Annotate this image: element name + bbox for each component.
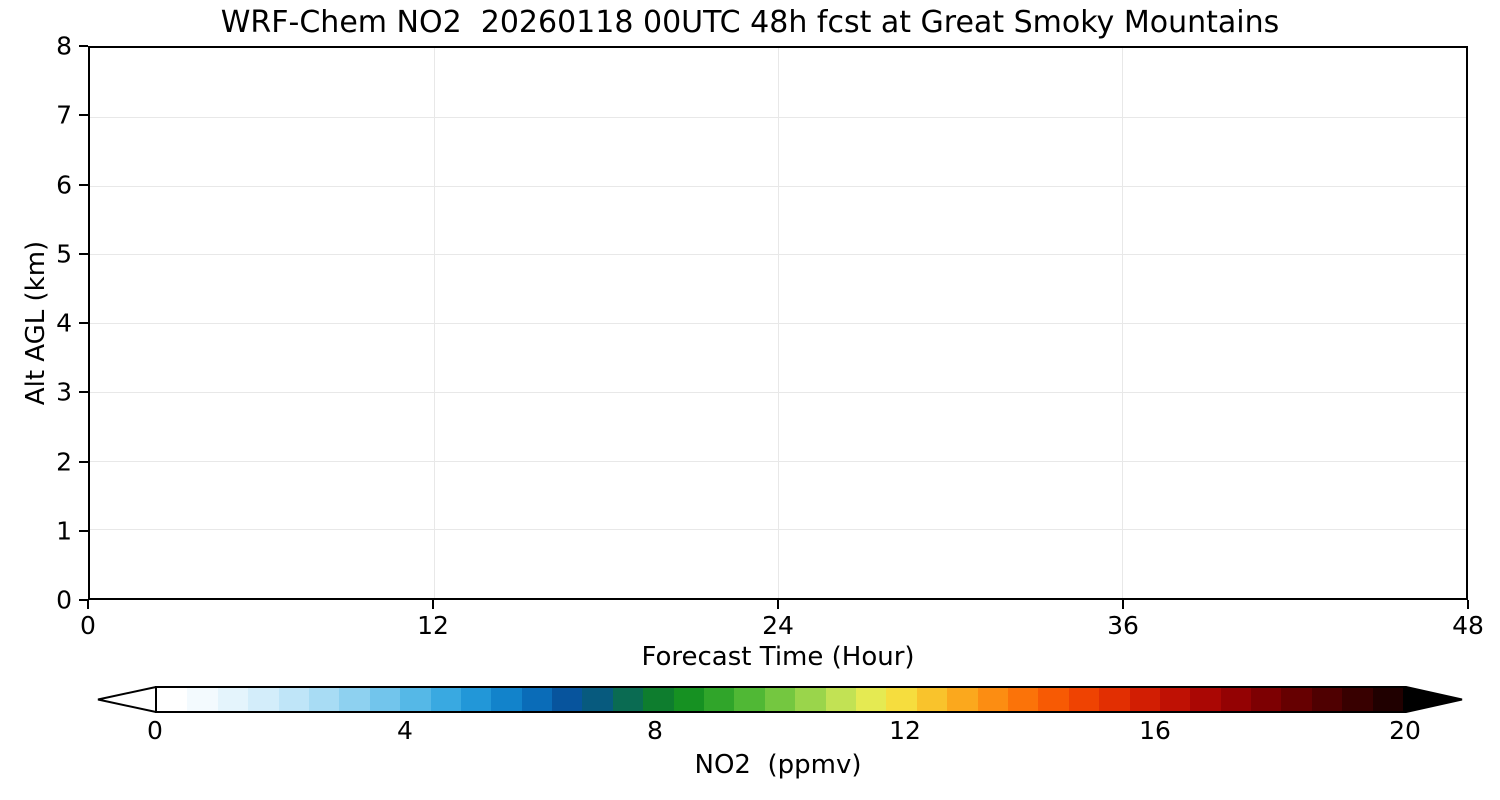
colorbar-extend-left-shape (97, 686, 157, 713)
colorbar-bar (155, 686, 1405, 713)
colorbar-segment (1068, 688, 1100, 711)
x-axis-tick-label: 48 (1452, 611, 1484, 640)
colorbar-segment (643, 688, 674, 711)
y-axis-tick (79, 460, 88, 463)
colorbar-segment (764, 688, 796, 711)
colorbar-segment (1372, 688, 1404, 711)
x-axis-tick (432, 600, 434, 609)
y-axis-tick-label: 6 (56, 170, 72, 199)
colorbar-segment (1129, 688, 1160, 711)
colorbar-segment (460, 688, 492, 711)
colorbar-segment (1342, 688, 1373, 711)
x-axis-tick (777, 600, 779, 609)
y-axis-tick-label: 8 (56, 31, 72, 61)
colorbar-segment (400, 688, 431, 711)
colorbar-segment (157, 688, 188, 711)
y-axis-tick-label: 3 (56, 377, 72, 407)
x-axis-tick (1467, 600, 1469, 609)
colorbar-extend-left-arrow (97, 686, 157, 713)
y-axis-tick (79, 599, 88, 601)
x-axis-tick (87, 600, 89, 609)
colorbar-segment (825, 688, 856, 711)
colorbar-segment (1007, 688, 1039, 711)
x-axis-tick-label: 0 (80, 611, 96, 640)
colorbar-segment (886, 688, 917, 711)
chart-title: WRF-Chem NO2 20260118 00UTC 48h fcst at … (220, 5, 1280, 40)
colorbar-segment (1190, 688, 1221, 711)
colorbar-segment (977, 688, 1008, 711)
colorbar-segment (704, 688, 735, 711)
x-axis-label: Forecast Time (Hour) (641, 642, 915, 672)
colorbar-segment (1220, 688, 1252, 711)
colorbar-segment (947, 688, 978, 711)
y-axis-tick (79, 529, 88, 532)
colorbar-segment (369, 688, 401, 711)
y-axis-tick (79, 183, 88, 186)
colorbar-segment (491, 688, 522, 711)
colorbar-segment (612, 688, 644, 711)
colorbar-segment (339, 688, 370, 711)
colorbar-tick-label: 0 (147, 716, 163, 745)
colorbar-segment (734, 688, 765, 711)
y-axis-tick (79, 322, 88, 324)
colorbar-tick-label: 12 (889, 716, 921, 745)
x-axis-tick-label: 24 (762, 611, 794, 640)
colorbar-segment (521, 688, 553, 711)
colorbar-segment (187, 688, 218, 711)
colorbar (95, 686, 1465, 713)
colorbar-segment (430, 688, 461, 711)
y-axis-tick-label: 5 (56, 239, 72, 269)
y-axis-tick-label: 4 (56, 308, 72, 338)
y-axis-tick-label: 1 (56, 516, 72, 546)
y-axis-tick (79, 114, 88, 117)
colorbar-tick-label: 8 (647, 716, 663, 745)
colorbar-tick-label: 4 (397, 716, 413, 745)
y-axis-tick (79, 391, 88, 394)
colorbar-segment (673, 688, 705, 711)
colorbar-extend-right-shape (1405, 686, 1463, 713)
colorbar-label: NO2 (ppmv) (694, 750, 862, 780)
colorbar-segment (278, 688, 309, 711)
colorbar-segment (916, 688, 948, 711)
colorbar-segment (582, 688, 613, 711)
colorbar-segment (1251, 688, 1282, 711)
colorbar-segment (1099, 688, 1130, 711)
gridline-vertical (778, 48, 779, 598)
y-axis-tick-label: 2 (56, 447, 72, 476)
y-axis-tick (79, 252, 88, 255)
x-axis-tick-label: 36 (1107, 611, 1139, 640)
y-axis-tick (79, 45, 88, 47)
colorbar-tick-label: 20 (1389, 716, 1421, 745)
x-axis-tick-label: 12 (417, 611, 449, 640)
plot-area (88, 46, 1468, 600)
colorbar-segment (795, 688, 826, 711)
colorbar-segment (1038, 688, 1069, 711)
y-axis-tick-label: 0 (56, 585, 72, 615)
colorbar-segment (1159, 688, 1191, 711)
gridline-vertical (1122, 48, 1123, 598)
colorbar-segment (552, 688, 583, 711)
y-axis-tick-label: 7 (56, 100, 72, 130)
colorbar-extend-right-arrow (1405, 686, 1463, 713)
colorbar-segment (1281, 688, 1312, 711)
colorbar-segment (217, 688, 249, 711)
colorbar-segment (855, 688, 887, 711)
colorbar-tick-label: 16 (1139, 716, 1171, 745)
gridline-vertical (434, 48, 435, 598)
colorbar-segment (1311, 688, 1343, 711)
colorbar-segment (308, 688, 340, 711)
colorbar-segment (248, 688, 279, 711)
x-axis-tick (1122, 600, 1124, 609)
